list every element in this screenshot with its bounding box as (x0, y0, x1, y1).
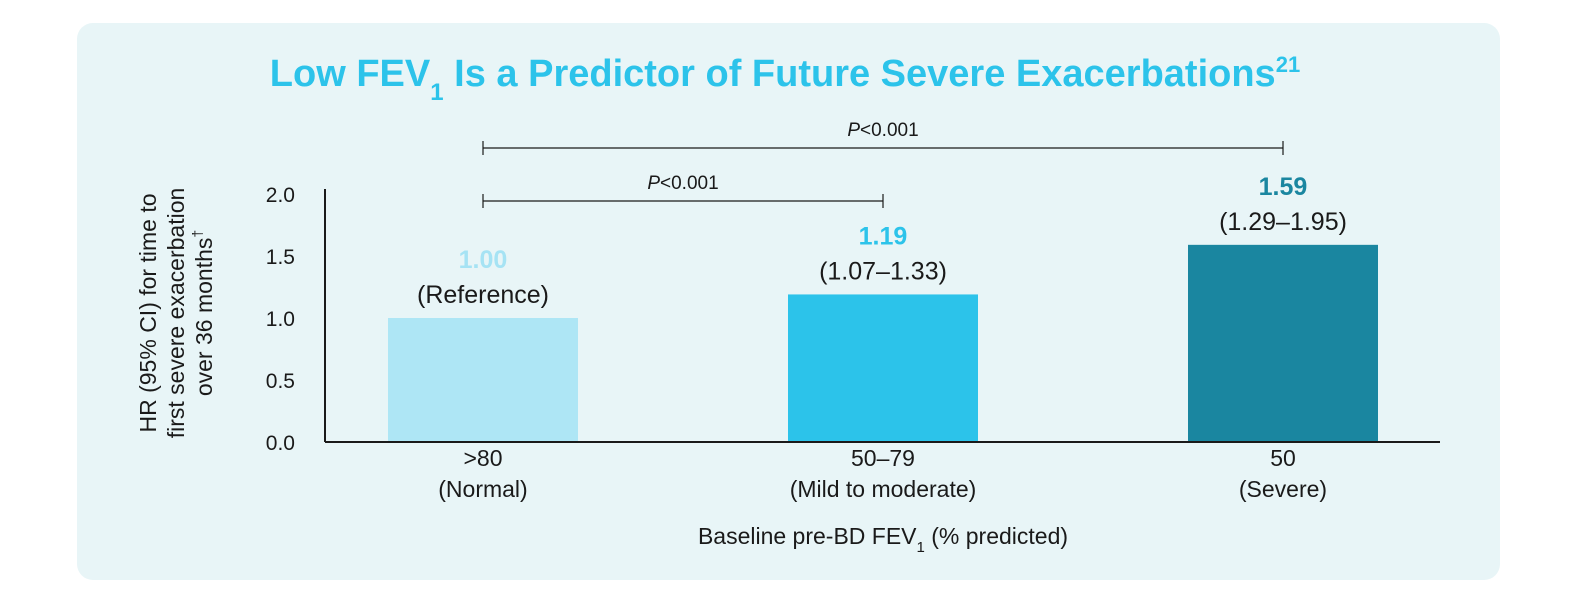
y-tick-label-2: 1.0 (266, 308, 295, 331)
x-axis-label: Baseline pre-BD FEV1 (% predicted) (698, 523, 1068, 556)
x-tick-label-0: >80 (463, 445, 502, 471)
p-value-label-0: P<0.001 (847, 120, 918, 141)
y-axis-label-line3: over 36 months† (189, 230, 217, 396)
x-tick-sublabel-2: (Severe) (1239, 476, 1327, 502)
bar-0 (388, 318, 578, 442)
p-value-label-1: P<0.001 (647, 173, 718, 194)
ci-label-1: (1.07–1.33) (819, 257, 947, 285)
ci-label-0: (Reference) (417, 281, 549, 309)
value-label-1: 1.19 (859, 222, 908, 250)
y-tick-label-1: 0.5 (266, 370, 295, 393)
y-tick-label-0: 0.0 (266, 432, 295, 455)
plot-area: 0.0 0.5 1.0 1.5 2.0 >80 (Normal) 50–79 (Mild to … (266, 120, 1440, 502)
y-axis-label-line2: first severe exacerbation (163, 188, 189, 439)
x-tick-sublabel-0: (Normal) (438, 476, 527, 502)
y-tick-label-3: 1.5 (266, 246, 295, 269)
y-tick-label-4: 2.0 (266, 184, 295, 207)
y-axis-label: HR (95% CI) for time to first severe exa… (135, 188, 217, 439)
x-tick-label-2: 50 (1270, 445, 1296, 471)
x-tick-label-1: 50–79 (851, 445, 915, 471)
value-label-2: 1.59 (1259, 173, 1308, 201)
bar-2 (1188, 244, 1378, 442)
chart-title: Low FEV1 Is a Predictor of Future Severe… (270, 52, 1300, 106)
ci-label-2: (1.29–1.95) (1219, 208, 1347, 236)
value-label-0: 1.00 (459, 246, 508, 274)
bar-1 (788, 294, 978, 442)
x-tick-sublabel-1: (Mild to moderate) (790, 476, 977, 502)
y-axis-label-line1: HR (95% CI) for time to (135, 194, 161, 433)
